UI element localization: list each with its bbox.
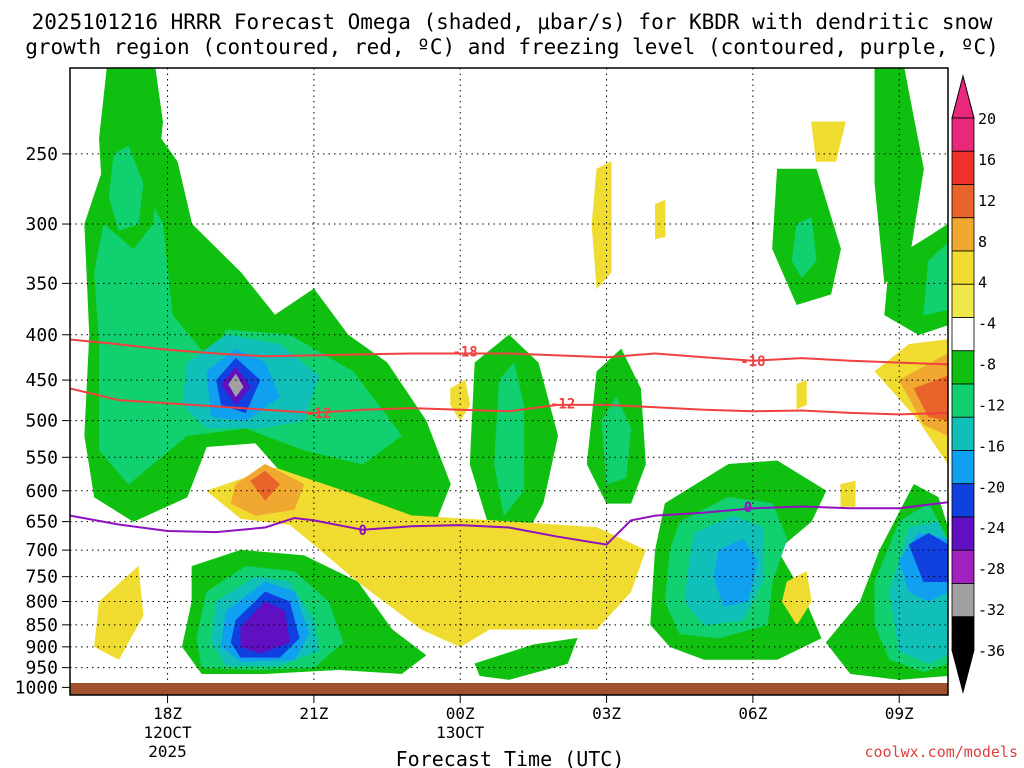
omega-region-minus12 [601,396,632,485]
contour-minus18 [70,338,948,366]
colorbar-swatch [951,616,975,651]
y-tick-label: 550 [25,447,58,468]
contour-0 [70,501,948,546]
colorbar-swatch [951,317,975,352]
omega-region-minus12 [791,217,817,279]
colorbar-label: 4 [978,274,987,292]
y-tick-label: 350 [25,273,58,294]
colorbar-top-arrow [951,74,975,119]
y-tick-label: 950 [25,658,58,679]
y-tick-label: 500 [25,411,58,432]
colorbar-label: -28 [978,560,1005,578]
omega-region-minus12 [108,145,144,231]
omega-region-minus32 [228,373,244,398]
colorbar-swatch [951,217,975,252]
chart-title-line2: growth region (contoured, red, ºC) and f… [25,35,999,59]
colorbar-label: -32 [978,601,1005,619]
omega-region-12 [250,470,280,501]
colorbar-label: 8 [978,233,987,251]
colorbar-label: -24 [978,519,1005,537]
contour-label: -18 [452,345,477,361]
colorbar-swatch [951,150,975,185]
contour-minus12 [70,387,948,416]
x-tick-label: 21Z [299,704,328,723]
contour-lines: -18 -18 -12 -12 0 0 [70,338,948,546]
omega-region-minus12 [923,242,948,316]
omega-region-4 [94,566,144,660]
colorbar-label: -20 [978,478,1005,496]
colorbar-swatch [951,250,975,285]
x-axis-label: Forecast Time (UTC) [396,747,625,768]
colorbar-swatch [951,416,975,451]
x-tick-label: 18Z [153,704,182,723]
credit-link[interactable]: coolwx.com/models [864,743,1018,761]
omega-region-minus24 [908,533,948,583]
y-tick-label: 1000 [15,677,58,698]
colorbar-label: -4 [978,315,996,333]
y-tick-label: 450 [25,370,58,391]
y-tick-label: 700 [25,540,58,561]
omega-region-4 [781,571,812,626]
x-tick-label: 06Z [738,704,767,723]
omega-region-4 [840,480,856,507]
x-tick-label: 09Z [885,704,914,723]
gridlines [70,68,948,695]
y-tick-label: 800 [25,592,58,613]
contour-label: 0 [744,500,752,516]
y-tick-label: 650 [25,512,58,533]
chart-title-line1: 2025101216 HRRR Forecast Omega (shaded, … [32,10,993,34]
colorbar-label: -12 [978,396,1005,414]
omega-region-4 [655,199,666,240]
x-tick-label: 00Z [446,704,475,723]
colorbar-bottom-arrow [951,649,975,694]
colorbar-swatch [951,483,975,518]
colorbar-swatch [951,350,975,385]
y-tick-label: 600 [25,481,58,502]
colorbar-swatch [951,583,975,618]
colorbar-swatch [951,450,975,485]
colorbar-swatch [951,117,975,152]
y-tick-label: 250 [25,144,58,165]
colorbar-label: 16 [978,151,996,169]
y-tick-label: 400 [25,325,58,346]
omega-region-4 [796,379,807,410]
omega-region-minus12 [94,186,402,485]
contour-label: 0 [358,523,366,539]
colorbar-label: 12 [978,192,996,210]
pressure-axis: 2503003504004505005506006507007508008509… [15,144,70,698]
omega-region-4 [811,121,846,162]
contour-label: -18 [740,354,765,370]
omega-region-4 [206,467,646,648]
colorbar-label: -8 [978,356,996,374]
colorbar-swatch [951,283,975,318]
x-tick-label: 12OCT [143,723,192,742]
colorbar-label: -36 [978,642,1005,660]
omega-region-minus8 [474,637,578,680]
omega-region-minus12 [494,362,524,516]
omega-region-12 [913,375,948,421]
x-tick-label: 03Z [592,704,621,723]
contour-label: -12 [550,396,575,412]
colorbar-swatch [951,184,975,219]
terrain-bar [70,683,948,695]
plot-frame [69,67,949,696]
y-tick-label: 300 [25,214,58,235]
colorbar-swatch [951,549,975,584]
x-tick-label: 2025 [148,742,187,761]
colorbar-label: 20 [978,110,996,128]
y-tick-label: 850 [25,615,58,636]
y-tick-label: 900 [25,637,58,658]
omega-shading [84,68,948,680]
omega-region-4 [591,161,612,290]
contour-label: -12 [306,406,331,422]
x-tick-label: 13OCT [436,723,485,742]
colorbar-swatch [951,516,975,551]
colorbar-label: -16 [978,437,1005,455]
colorbar: 20 16 12 8 4 -4 -8 -12 -16 -20 -24 -28 -32 -36 [951,74,1005,694]
colorbar-swatch [951,383,975,418]
y-tick-label: 750 [25,567,58,588]
